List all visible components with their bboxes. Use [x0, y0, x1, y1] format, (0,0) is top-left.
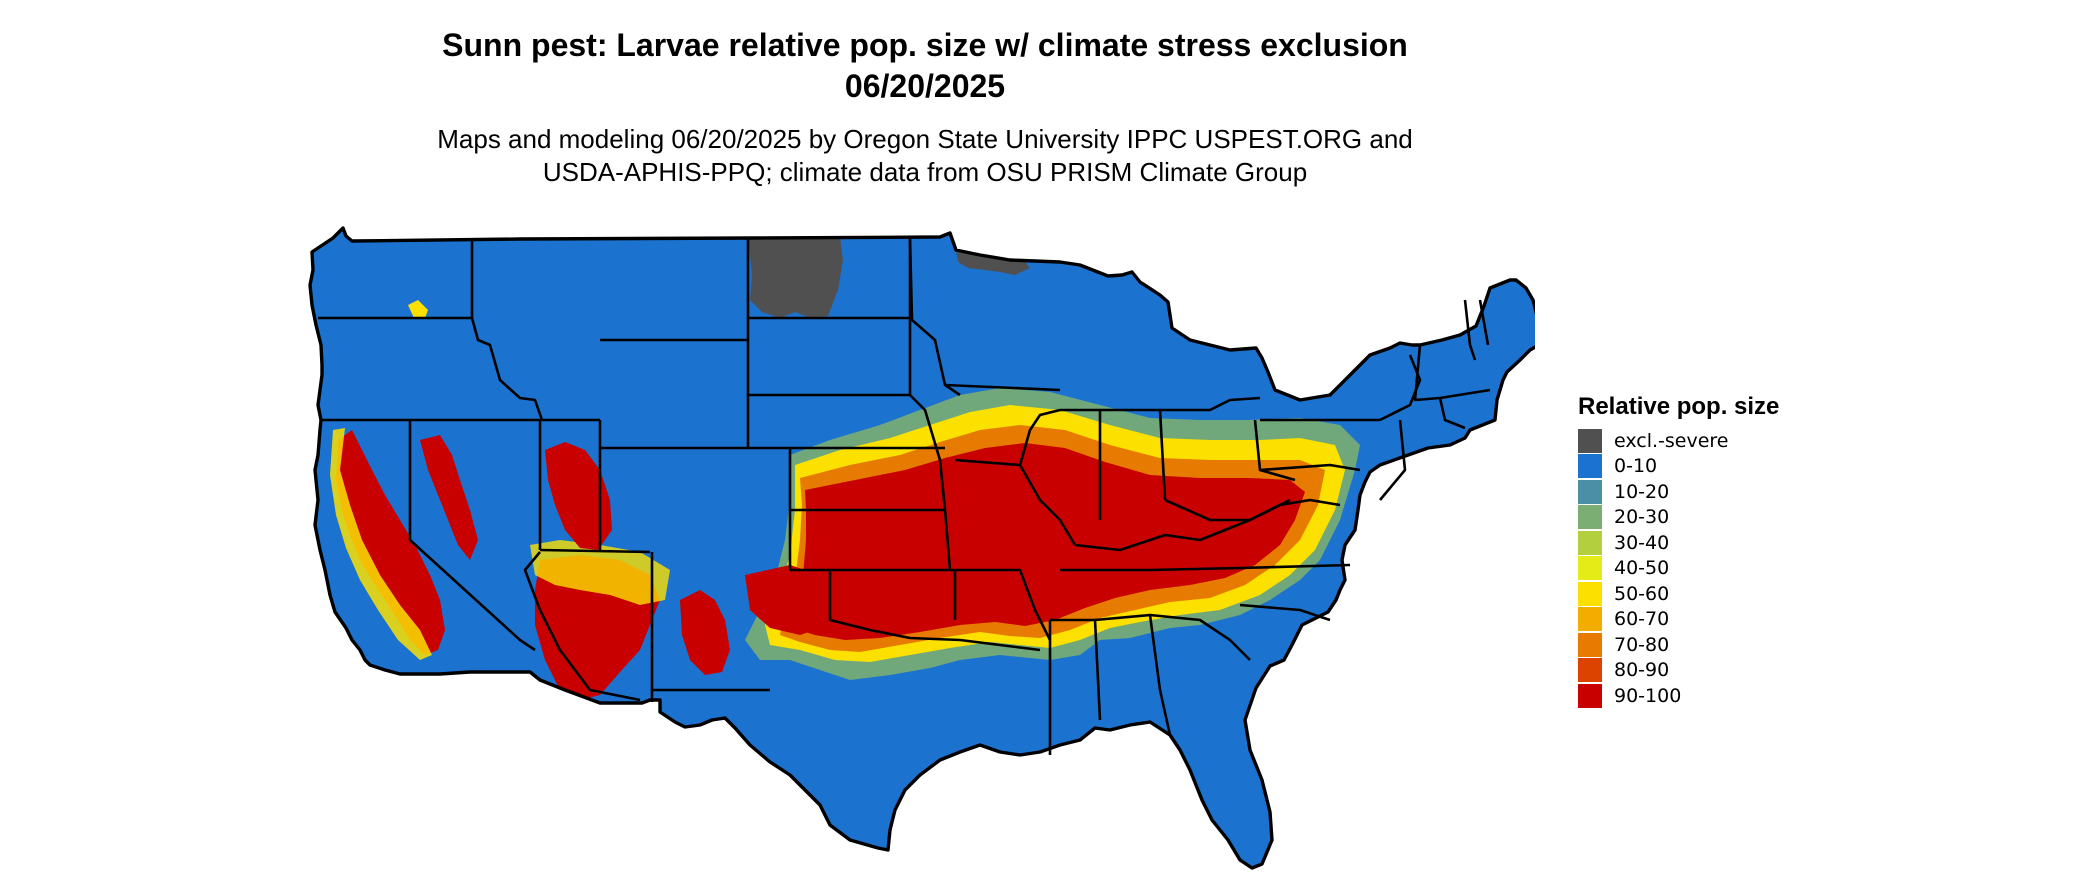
legend-label: 10-20	[1614, 480, 1670, 503]
map-subtitle: Maps and modeling 06/20/2025 by Oregon S…	[437, 124, 1413, 154]
legend-swatch	[1578, 479, 1602, 504]
band-high-california	[330, 428, 432, 660]
map-subtitle-line2: USDA-APHIS-PPQ; climate data from OSU PR…	[542, 157, 1308, 187]
legend-items: excl.-severe 0-10 10-20 20-30 30-40 40-50 50-6…	[1578, 428, 1838, 709]
band-core-california	[336, 430, 445, 655]
band-core-texas-panhandle	[745, 565, 840, 635]
legend-label: 40-50	[1614, 557, 1670, 580]
map-title: Sunn pest: Larvae relative pop. size w/ …	[442, 27, 1408, 63]
band-core-central	[792, 443, 1305, 640]
excluded-region-dakotas	[748, 237, 843, 318]
legend-label: 80-90	[1614, 659, 1670, 682]
legend-label: 50-60	[1614, 582, 1670, 605]
legend-swatch	[1578, 683, 1602, 708]
legend-item: 90-100	[1578, 683, 1838, 709]
us-map	[308, 226, 1535, 870]
band-core-oregon	[408, 300, 428, 318]
legend-swatch	[1578, 428, 1602, 453]
legend-swatch	[1578, 632, 1602, 657]
legend-swatch	[1578, 607, 1602, 632]
legend-label: 20-30	[1614, 506, 1670, 529]
band-core-newmexico	[680, 590, 730, 675]
legend-swatch	[1578, 556, 1602, 581]
state-boundaries	[318, 237, 1491, 755]
legend-label: 70-80	[1614, 633, 1670, 656]
legend-swatch	[1578, 454, 1602, 479]
legend-swatch	[1578, 505, 1602, 530]
band-core-utah	[545, 442, 612, 550]
map-title-date: 06/20/2025	[844, 68, 1006, 104]
legend-item: 50-60	[1578, 581, 1838, 607]
legend-item: excl.-severe	[1578, 428, 1838, 454]
legend-label: 60-70	[1614, 608, 1670, 631]
legend-item: 70-80	[1578, 632, 1838, 658]
legend-item: 40-50	[1578, 556, 1838, 582]
legend-swatch	[1578, 581, 1602, 606]
legend-item: 20-30	[1578, 505, 1838, 531]
legend-title: Relative pop. size	[1578, 393, 1780, 420]
legend-label: 0-10	[1614, 455, 1658, 478]
band-core-nevada	[420, 435, 478, 560]
risk-bands	[330, 237, 1360, 700]
legend-label: excl.-severe	[1614, 429, 1729, 452]
legend-item: 30-40	[1578, 530, 1838, 556]
legend-label: 90-100	[1614, 684, 1682, 707]
legend-swatch	[1578, 658, 1602, 683]
legend: Relative pop. size excl.-severe 0-10 10-20…	[1578, 392, 1838, 709]
legend-item: 0-10	[1578, 454, 1838, 480]
legend-item: 60-70	[1578, 607, 1838, 633]
legend-swatch	[1578, 530, 1602, 555]
legend-item: 10-20	[1578, 479, 1838, 505]
band-mid-arizona	[530, 540, 670, 605]
legend-item: 80-90	[1578, 658, 1838, 684]
legend-label: 30-40	[1614, 531, 1670, 554]
